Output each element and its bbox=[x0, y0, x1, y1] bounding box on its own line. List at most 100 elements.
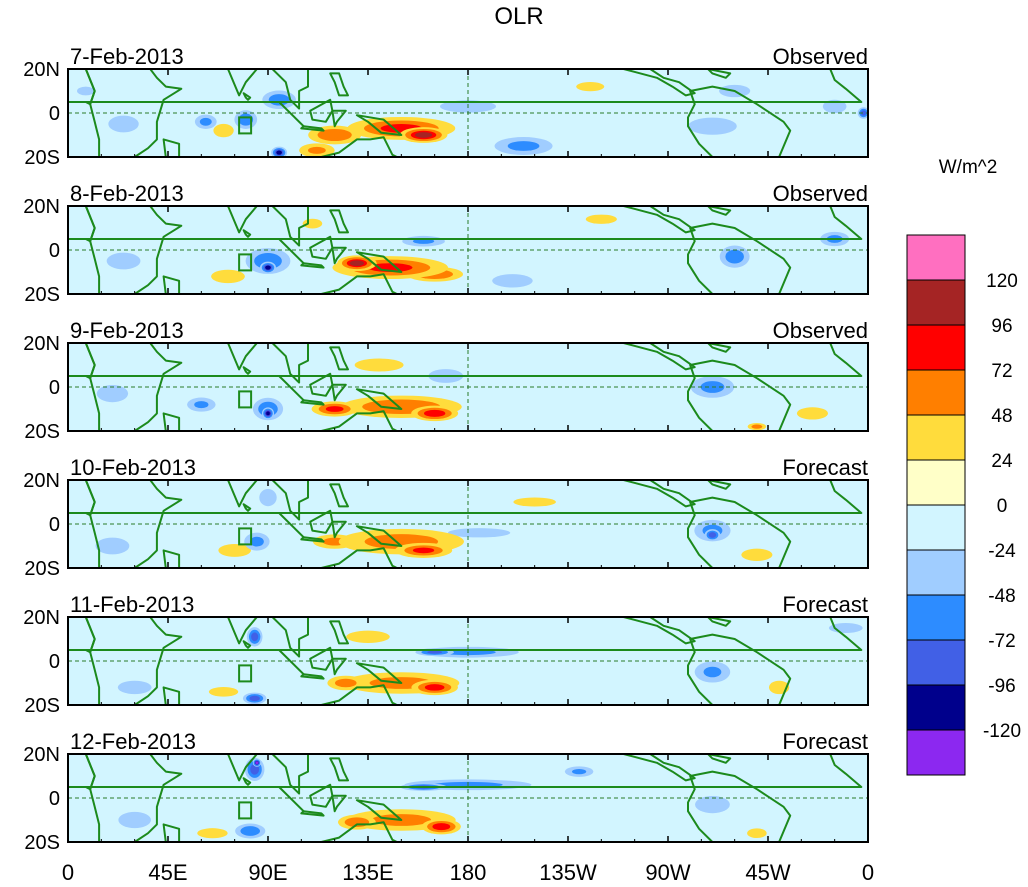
region-box bbox=[238, 390, 253, 409]
coastline bbox=[329, 757, 349, 782]
y-tick-label: 20S bbox=[24, 147, 60, 169]
colorbar-swatch bbox=[906, 414, 966, 461]
olr-anomaly-core bbox=[703, 123, 722, 130]
olr-anomaly-core bbox=[753, 831, 761, 836]
coastline bbox=[242, 640, 252, 649]
y-tick-label: 0 bbox=[49, 103, 60, 125]
olr-anomaly-core bbox=[466, 530, 492, 535]
coastline bbox=[213, 69, 258, 97]
panel-label: Observed bbox=[773, 318, 868, 343]
coastline bbox=[707, 206, 732, 216]
olr-anomaly-core bbox=[128, 816, 141, 824]
coastline bbox=[300, 399, 325, 406]
coastline bbox=[331, 246, 347, 265]
coastline bbox=[687, 633, 792, 705]
region-box bbox=[238, 253, 253, 272]
olr-anomaly-core bbox=[264, 494, 272, 501]
olr-anomaly-core bbox=[327, 406, 343, 412]
region-box bbox=[238, 116, 253, 135]
olr-anomaly-core bbox=[729, 252, 740, 261]
olr-anomaly-core bbox=[574, 769, 585, 774]
colorbar-swatch bbox=[906, 459, 966, 506]
olr-anomaly-core bbox=[339, 680, 352, 686]
colorbar-level-label: 96 bbox=[991, 316, 1012, 337]
colorbar-swatch bbox=[906, 639, 966, 686]
colorbar-level-label: 48 bbox=[991, 406, 1012, 427]
olr-anomaly-core bbox=[416, 132, 432, 138]
coastline bbox=[278, 512, 305, 539]
x-tick-label: 180 bbox=[450, 860, 487, 885]
coastline bbox=[271, 69, 309, 110]
colorbar-level-label: 72 bbox=[991, 361, 1012, 382]
coastline bbox=[687, 496, 792, 568]
coastline bbox=[355, 525, 403, 547]
panel-date: 8-Feb-2013 bbox=[70, 181, 184, 206]
olr-anomaly-core bbox=[276, 150, 282, 155]
colorbar-swatch bbox=[906, 729, 966, 776]
y-tick-label: 20N bbox=[23, 607, 60, 629]
coastline bbox=[213, 754, 258, 782]
olr-field bbox=[77, 81, 868, 157]
coastline bbox=[213, 343, 258, 371]
coastline bbox=[271, 343, 309, 384]
colorbar-level-label: -120 bbox=[983, 721, 1021, 742]
olr-anomaly-core bbox=[106, 542, 119, 550]
panel-3: 20N 0 20S 9-Feb-2013 Observed bbox=[23, 318, 869, 443]
panel-1: 20N 0 20S 7-Feb-2013 Observed bbox=[23, 44, 869, 169]
coastline bbox=[622, 617, 696, 645]
coastline bbox=[278, 101, 305, 128]
coastline bbox=[355, 662, 403, 684]
olr-anomaly-core bbox=[250, 696, 259, 701]
olr-anomaly-core bbox=[255, 761, 259, 765]
olr-anomaly-core bbox=[584, 84, 596, 89]
olr-anomaly-core bbox=[839, 626, 852, 630]
coastline bbox=[162, 686, 181, 705]
y-tick-label: 0 bbox=[49, 240, 60, 262]
x-tick-label: 0 bbox=[862, 860, 874, 885]
olr-anomaly-core bbox=[709, 533, 715, 537]
coastline bbox=[271, 206, 309, 247]
panel-label: Forecast bbox=[782, 729, 868, 754]
olr-anomaly-core bbox=[595, 217, 608, 222]
panel-date: 7-Feb-2013 bbox=[70, 44, 184, 69]
x-tick-label: 45W bbox=[745, 860, 790, 885]
olr-anomaly-core bbox=[428, 650, 441, 654]
coastline bbox=[331, 109, 347, 128]
olr-anomaly-core bbox=[196, 402, 207, 408]
coastline bbox=[271, 480, 309, 521]
y-tick-label: 0 bbox=[49, 377, 60, 399]
colorbar-level-label: -48 bbox=[988, 586, 1015, 607]
olr-anomaly-core bbox=[265, 265, 271, 270]
y-tick-label: 20S bbox=[24, 695, 60, 717]
y-tick-label: 20N bbox=[23, 333, 60, 355]
coastline bbox=[331, 794, 347, 813]
coastline bbox=[300, 673, 325, 680]
coastline bbox=[707, 617, 732, 627]
colorbar-level-label: 24 bbox=[991, 451, 1013, 472]
coastline bbox=[707, 343, 732, 353]
y-tick-label: 0 bbox=[49, 788, 60, 810]
colorbar-swatch bbox=[906, 324, 966, 371]
olr-anomaly-core bbox=[128, 684, 141, 690]
region-box bbox=[238, 801, 253, 820]
coastline bbox=[242, 92, 252, 101]
colorbar-swatch bbox=[906, 684, 966, 731]
coastline bbox=[300, 810, 325, 817]
y-tick-label: 20S bbox=[24, 832, 60, 854]
region-box bbox=[238, 664, 253, 683]
olr-anomaly-core bbox=[359, 634, 377, 640]
olr-field bbox=[95, 489, 773, 561]
coastline bbox=[622, 206, 696, 234]
colorbar-swatch bbox=[906, 279, 966, 326]
x-tick-label: 135E bbox=[342, 860, 393, 885]
coastline bbox=[242, 366, 252, 375]
coastline bbox=[622, 754, 696, 782]
coastline bbox=[329, 483, 349, 508]
coastline bbox=[687, 770, 792, 842]
coastline bbox=[68, 69, 863, 106]
olr-anomaly-core bbox=[806, 410, 819, 416]
panel-label: Observed bbox=[773, 181, 868, 206]
coastline bbox=[271, 754, 309, 795]
coastline bbox=[213, 480, 258, 508]
panel-5: 20N 0 20S 11-Feb-2013 Forecast bbox=[23, 592, 869, 717]
